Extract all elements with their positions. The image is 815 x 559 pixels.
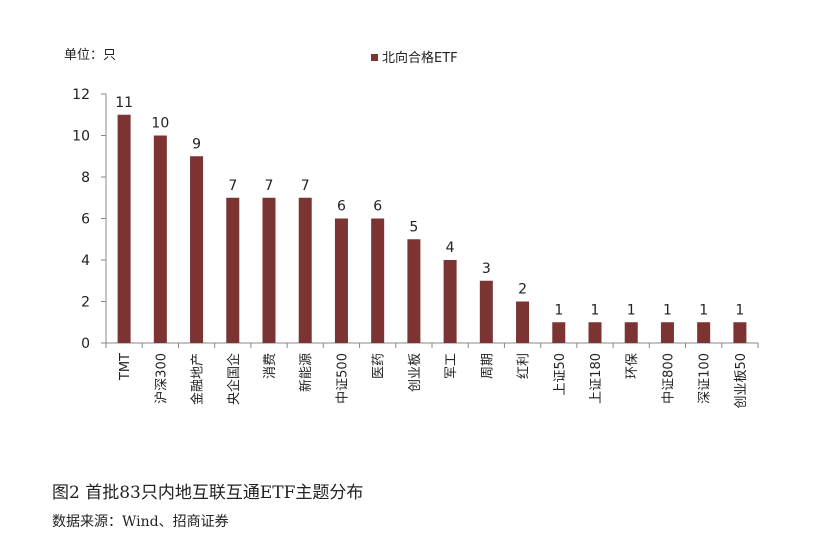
data-label: 1 xyxy=(591,302,600,318)
figure-caption: 图2 首批83只内地互联互通ETF主题分布 xyxy=(52,483,364,503)
x-category-label: 中证800 xyxy=(661,353,676,404)
x-category-label: 创业板 xyxy=(408,353,423,392)
x-category-label: 上证50 xyxy=(553,353,568,396)
bar xyxy=(479,280,493,343)
x-category-label: 上证180 xyxy=(589,353,604,404)
data-label: 9 xyxy=(192,136,201,152)
x-category-label: 消费 xyxy=(263,353,278,379)
legend-swatch xyxy=(371,54,378,61)
bar xyxy=(298,197,312,343)
data-label: 11 xyxy=(115,95,133,111)
x-category-label: TMT xyxy=(118,353,133,381)
data-label: 1 xyxy=(699,302,708,318)
y-tick-label: 4 xyxy=(81,253,90,269)
legend-label: 北向合格ETF xyxy=(382,50,458,66)
bar xyxy=(334,218,348,343)
data-label: 6 xyxy=(373,199,382,215)
bar xyxy=(588,322,602,343)
bar xyxy=(117,114,131,343)
data-label: 1 xyxy=(735,302,744,318)
x-category-label: 新能源 xyxy=(298,353,314,392)
data-label: 7 xyxy=(228,178,237,194)
bar xyxy=(262,197,276,343)
data-label: 1 xyxy=(627,302,636,318)
bar xyxy=(407,239,421,343)
x-category-label: 沪深300 xyxy=(153,353,169,404)
x-category-label: 军工 xyxy=(444,353,459,379)
data-label: 7 xyxy=(265,178,274,194)
bar xyxy=(443,260,457,343)
y-tick-label: 2 xyxy=(81,295,90,311)
bar xyxy=(733,322,747,343)
x-category-label: 中证500 xyxy=(335,353,350,404)
data-label: 1 xyxy=(663,302,672,318)
data-label: 6 xyxy=(337,199,346,215)
bar xyxy=(516,301,530,343)
data-label: 5 xyxy=(409,219,418,235)
bar xyxy=(190,156,204,343)
data-source: 数据来源：Wind、招商证券 xyxy=(52,514,229,530)
data-label: 3 xyxy=(482,261,491,277)
x-category-label: 央企国企 xyxy=(226,353,242,405)
bar xyxy=(552,322,566,343)
bar xyxy=(371,218,385,343)
x-category-label: 深证100 xyxy=(698,353,713,404)
y-tick-label: 8 xyxy=(81,170,90,186)
y-tick-label: 0 xyxy=(81,336,90,352)
y-tick-label: 6 xyxy=(81,212,90,228)
unit-label: 单位：只 xyxy=(64,48,117,63)
bar xyxy=(660,322,674,343)
x-category-label: 医药 xyxy=(372,353,387,379)
x-category-label: 周期 xyxy=(480,353,495,379)
data-label: 1 xyxy=(554,302,563,318)
bar xyxy=(226,197,240,343)
x-category-label: 环保 xyxy=(625,353,640,379)
x-category-label: 金融地产 xyxy=(190,353,206,405)
data-label: 7 xyxy=(301,178,310,194)
bar xyxy=(697,322,711,343)
bar xyxy=(153,135,167,343)
y-tick-label: 10 xyxy=(72,129,90,145)
y-tick-label: 12 xyxy=(72,87,90,103)
x-category-label: 创业板50 xyxy=(734,353,749,409)
bar xyxy=(624,322,638,343)
x-category-label: 红利 xyxy=(516,353,532,379)
data-label: 10 xyxy=(151,116,169,132)
data-label: 4 xyxy=(446,240,455,256)
data-label: 2 xyxy=(518,282,527,298)
